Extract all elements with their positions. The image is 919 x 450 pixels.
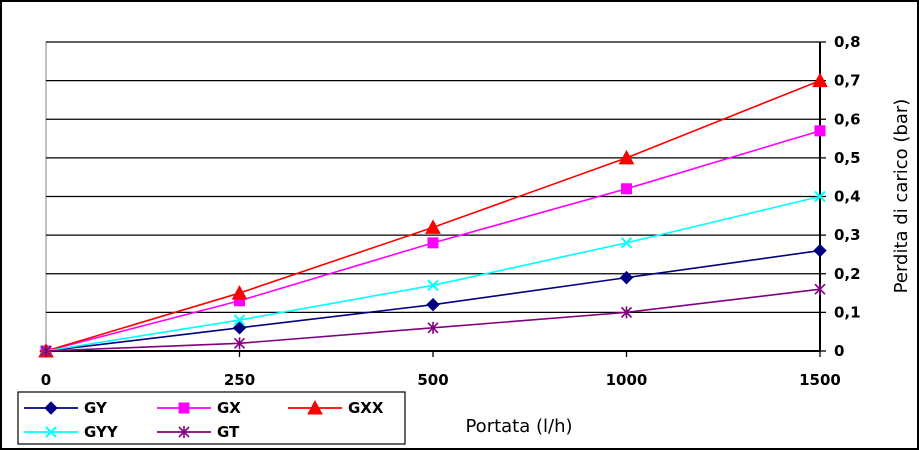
data-point	[427, 279, 439, 292]
x-tick-label: 0	[41, 371, 51, 389]
legend-entries: GY GX GXX GYY GT	[24, 399, 384, 441]
data-point	[620, 306, 633, 319]
y-tick-label: 0,2	[834, 265, 861, 283]
marker-stroke	[620, 237, 633, 249]
y-tick-label: 0,8	[834, 33, 861, 51]
legend-box	[17, 391, 406, 445]
legend-marker	[44, 401, 58, 415]
marker-stroke	[233, 314, 246, 326]
data-point	[814, 283, 826, 296]
gridlines	[46, 41, 820, 314]
y-tick-label: 0,1	[834, 303, 861, 321]
y-tick-label: 0,5	[834, 149, 861, 167]
y-tick-label: 0,6	[834, 110, 861, 128]
legend-item-gx: GX	[157, 399, 241, 417]
data-point	[812, 72, 828, 88]
legend-label: GT	[217, 423, 240, 441]
y-axis-title: Perdita di carico (bar)	[891, 99, 912, 294]
marker-stroke	[814, 190, 826, 203]
data-point	[425, 219, 441, 234]
legend-item-gy: GY	[24, 399, 108, 417]
data-point	[618, 149, 635, 165]
y-tick-label: 0,3	[834, 226, 861, 244]
legend-marker	[178, 426, 190, 438]
data-point	[621, 183, 632, 195]
legend-item-gt: GT	[157, 423, 240, 441]
marker-stroke	[427, 279, 439, 292]
legend-marker	[45, 426, 57, 438]
legend-item-gyy: GYY	[24, 423, 119, 441]
legend-label: GY	[84, 399, 108, 417]
legend-label: GXX	[348, 399, 384, 417]
y-tick-label: 0,4	[834, 188, 861, 206]
x-tick-label: 1000	[606, 371, 648, 389]
data-point	[426, 297, 440, 312]
x-axis-title: Portata (l/h)	[465, 416, 572, 437]
legend: GY GX GXX GYY GT	[17, 391, 406, 445]
legend-label: GX	[217, 399, 241, 417]
x-tick-label: 1500	[799, 371, 841, 389]
data-point	[233, 337, 246, 350]
legend-label: GYY	[84, 423, 119, 441]
series-gy	[39, 243, 827, 358]
x-tick-label: 500	[417, 371, 448, 389]
data-point	[813, 243, 827, 258]
x-tick-label: 250	[224, 371, 255, 389]
data-point	[427, 237, 439, 249]
data-point	[231, 285, 248, 300]
legend-item-gxx: GXX	[288, 399, 384, 417]
data-point	[814, 125, 826, 137]
tick-labels: 0 0,1 0,2 0,3 0,4 0,5 0,6 0,7 0,8 0 250 500 1000 1500	[41, 33, 861, 389]
data-point	[233, 314, 246, 326]
series-gt	[40, 283, 826, 357]
legend-marker	[307, 399, 323, 415]
data-point	[427, 321, 439, 334]
series-group	[38, 72, 828, 358]
data-point	[620, 237, 633, 249]
marker-stroke	[45, 426, 57, 438]
legend-marker	[178, 402, 190, 414]
data-point	[40, 345, 52, 357]
data-point	[232, 321, 247, 335]
data-point	[814, 190, 826, 203]
y-tick-label: 0,7	[834, 72, 861, 90]
data-point	[619, 270, 634, 285]
y-tick-label: 0	[834, 342, 844, 360]
